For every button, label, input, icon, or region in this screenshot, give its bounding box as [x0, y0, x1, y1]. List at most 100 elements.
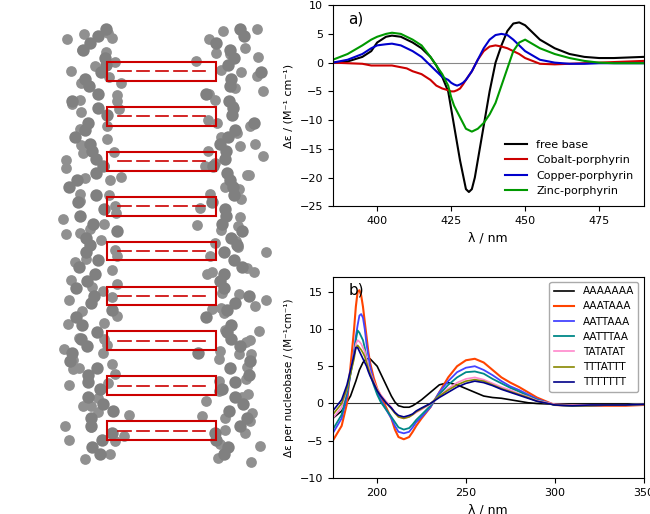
TTTATTT: [405, 414, 413, 420]
TTTATTT: [358, 347, 365, 353]
Point: [68, 356, 79, 364]
Point: [210, 239, 220, 247]
Zinc-porphyrin: [491, 100, 499, 106]
Point: [99, 205, 109, 213]
AAATAAA: [382, 404, 390, 410]
Point: [219, 270, 229, 278]
Point: [94, 450, 105, 458]
TTTTTTT: [489, 382, 497, 389]
Point: [80, 174, 90, 182]
Point: [109, 370, 120, 378]
TTTATTT: [395, 414, 402, 420]
Point: [229, 299, 240, 307]
Copper-porphyrin: [418, 54, 426, 60]
free base: [497, 42, 505, 48]
Point: [244, 371, 255, 379]
Point: [220, 155, 230, 163]
Point: [221, 327, 231, 336]
AAATAAA: [426, 404, 434, 410]
Copper-porphyrin: [373, 42, 381, 48]
Point: [235, 342, 246, 350]
Point: [66, 97, 77, 105]
Zinc-porphyrin: [486, 112, 493, 118]
Copper-porphyrin: [610, 60, 617, 66]
Point: [81, 277, 92, 285]
TATATAT: [363, 356, 370, 362]
TTTTTTT: [356, 348, 363, 355]
Cobalt-porphyrin: [432, 83, 440, 89]
Cobalt-porphyrin: [504, 45, 512, 51]
Zinc-porphyrin: [432, 62, 440, 68]
AAAAAAA: [462, 386, 470, 392]
Point: [218, 27, 228, 35]
AAAAAAA: [395, 402, 402, 409]
Point: [228, 104, 239, 112]
AATTAAA: [350, 348, 358, 355]
Point: [229, 393, 240, 401]
AAATAAA: [377, 393, 385, 399]
Point: [245, 336, 255, 344]
Point: [225, 364, 235, 372]
Cobalt-porphyrin: [580, 60, 588, 66]
TATATAT: [365, 363, 372, 370]
Point: [110, 436, 120, 445]
TATATAT: [604, 402, 612, 408]
Point: [216, 133, 226, 141]
Point: [202, 270, 213, 278]
Cobalt-porphyrin: [450, 88, 458, 95]
Zinc-porphyrin: [536, 45, 544, 51]
Point: [220, 426, 230, 434]
TTTTTTT: [329, 408, 337, 414]
TTTTTTT: [366, 373, 374, 379]
AAATAAA: [358, 292, 365, 299]
Legend: free base, Cobalt-porphyrin, Copper-porphyrin, Zinc-porphyrin: free base, Cobalt-porphyrin, Copper-porp…: [500, 135, 638, 201]
AAATAAA: [471, 356, 478, 362]
Zinc-porphyrin: [447, 94, 455, 100]
Copper-porphyrin: [329, 60, 337, 66]
AAATAAA: [462, 357, 470, 363]
AAAAAAA: [387, 393, 395, 399]
AAATAAA: [515, 384, 523, 390]
AATTAAA: [640, 401, 647, 407]
Point: [216, 226, 226, 234]
Point: [211, 39, 221, 47]
AAATAAA: [370, 374, 378, 380]
TATATAT: [412, 409, 420, 415]
Point: [66, 276, 76, 284]
AATTTAA: [436, 392, 443, 398]
AAATAAA: [604, 402, 612, 409]
AATTAAA: [426, 404, 434, 410]
Point: [230, 125, 240, 134]
Point: [67, 350, 77, 358]
Point: [92, 327, 103, 336]
Point: [225, 50, 235, 58]
Point: [192, 222, 203, 230]
Point: [215, 66, 226, 75]
AAAAAAA: [533, 400, 541, 407]
TATATAT: [418, 407, 426, 413]
TTTTTTT: [533, 398, 541, 405]
Point: [92, 89, 103, 98]
Point: [231, 236, 241, 245]
Copper-porphyrin: [536, 57, 544, 63]
Cobalt-porphyrin: [418, 71, 426, 77]
Point: [237, 263, 247, 271]
Point: [257, 87, 268, 95]
AAATAAA: [551, 402, 558, 408]
Point: [111, 209, 121, 217]
TTTATTT: [391, 410, 399, 416]
Cobalt-porphyrin: [344, 60, 352, 66]
AATTTAA: [489, 376, 497, 382]
AAAAAAA: [586, 401, 594, 407]
Point: [220, 183, 230, 192]
free base: [403, 36, 411, 43]
TATATAT: [506, 387, 514, 393]
AATTTAA: [346, 371, 354, 377]
free base: [344, 59, 352, 65]
AATTAAA: [436, 389, 443, 395]
AATTAAA: [366, 363, 374, 370]
AATTTAA: [359, 337, 367, 343]
Point: [102, 341, 112, 350]
Copper-porphyrin: [515, 42, 523, 48]
Point: [111, 227, 122, 235]
